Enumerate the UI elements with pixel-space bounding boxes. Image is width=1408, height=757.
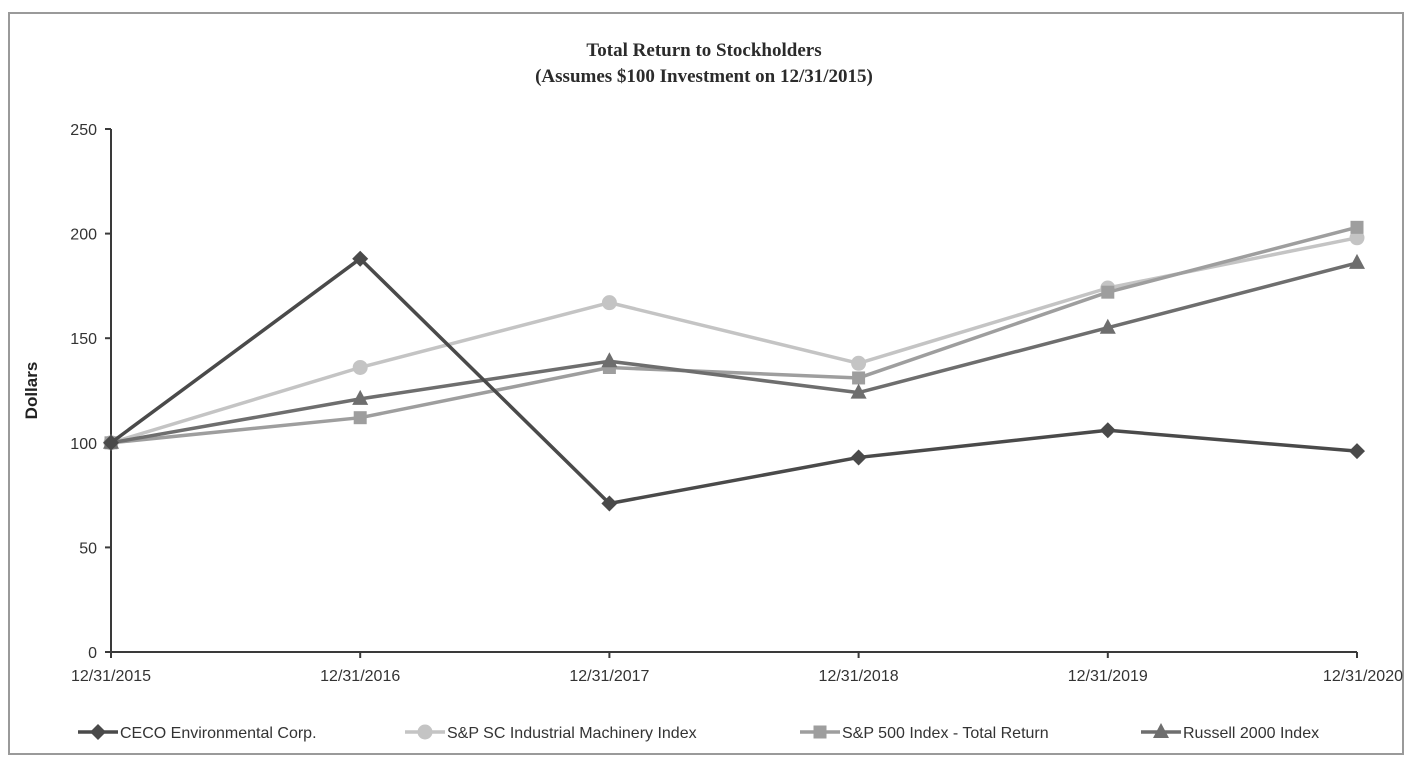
data-point-triangle [1349, 253, 1365, 269]
y-tick-label: 0 [88, 645, 97, 662]
data-point-circle [1349, 230, 1365, 246]
legend-label: S&P SC Industrial Machinery Index [447, 725, 697, 742]
legend-marker-square [813, 725, 827, 739]
y-tick-label: 150 [70, 331, 97, 348]
data-point-triangle [601, 352, 618, 368]
legend-marker-diamond [90, 724, 106, 740]
series-line-triangle [110, 261, 1358, 445]
chart-subtitle: (Assumes $100 Investment on 12/31/2015) [535, 66, 873, 87]
legend-label: S&P 500 Index - Total Return [842, 725, 1049, 742]
x-tick-label: 12/31/2015 [71, 668, 151, 685]
data-point-diamond [601, 495, 618, 512]
data-point-square [1101, 285, 1115, 299]
chart-frame [8, 12, 1404, 755]
y-tick-label: 100 [70, 436, 97, 453]
y-tick-label: 250 [70, 122, 97, 139]
y-axis-label: Dollars [22, 362, 41, 420]
x-tick-label: 12/31/2020 [1323, 668, 1403, 685]
y-tick-label: 200 [70, 227, 97, 244]
series-line-square [110, 225, 1358, 445]
data-point-triangle [850, 383, 867, 399]
legend-label: CECO Environmental Corp. [120, 725, 317, 742]
data-point-square [353, 411, 367, 425]
legend-label: Russell 2000 Index [1183, 725, 1319, 742]
data-point-diamond [1349, 443, 1365, 460]
data-point-square [852, 371, 866, 385]
data-point-diamond [103, 434, 119, 451]
series-line-diamond [109, 256, 1358, 506]
legend-marker-triangle [1153, 723, 1169, 738]
data-point-diamond [850, 449, 867, 466]
y-tick-label: 50 [79, 540, 97, 557]
x-tick-label: 12/31/2016 [320, 668, 400, 685]
series-line-circle [110, 236, 1358, 445]
x-tick-label: 12/31/2017 [569, 668, 649, 685]
x-tick-label: 12/31/2019 [1068, 668, 1148, 685]
x-tick-label: 12/31/2018 [819, 668, 899, 685]
data-point-circle [851, 355, 867, 371]
data-point-triangle [352, 389, 369, 405]
data-point-triangle [1099, 318, 1116, 334]
data-point-circle [352, 359, 368, 375]
data-point-diamond [352, 250, 369, 267]
data-point-diamond [1099, 422, 1116, 439]
data-point-circle [601, 295, 617, 311]
data-point-square [1350, 220, 1364, 234]
legend-marker-circle [417, 724, 433, 740]
chart-title: Total Return to Stockholders [586, 40, 822, 61]
